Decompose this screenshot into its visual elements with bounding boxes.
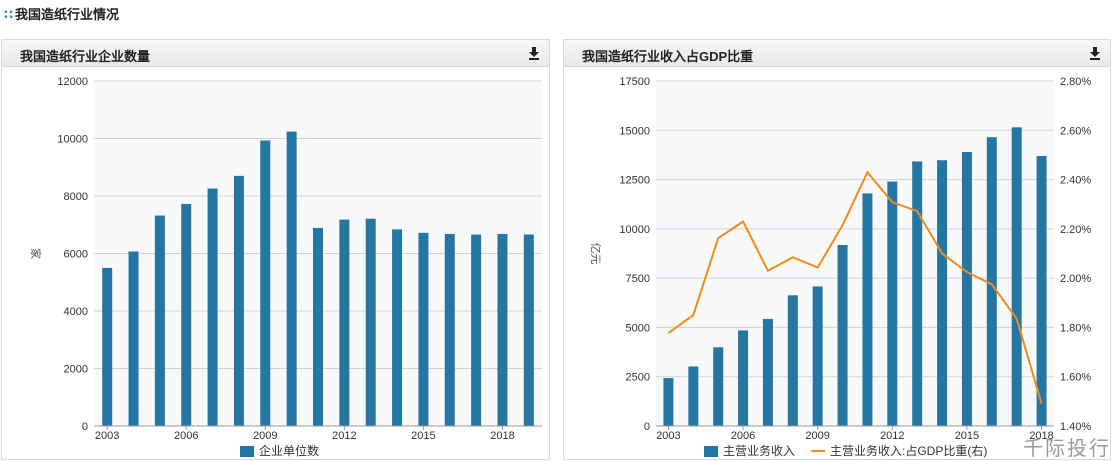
bar xyxy=(233,175,244,426)
bar xyxy=(937,160,948,426)
y-tick-label: 12000 xyxy=(57,76,88,88)
bar xyxy=(154,215,165,426)
y2-tick-label: 2.00% xyxy=(1060,273,1091,285)
panel-revenue-gdp: 我国造纸行业收入占GDP比重 0 2500 5000 7500 10000 12500 15… xyxy=(563,39,1111,460)
y-axis-label: 家 xyxy=(29,248,43,259)
x-tick-label: 2018 xyxy=(490,430,514,442)
y2-tick-label: 1.80% xyxy=(1060,322,1091,334)
legend-label: 企业单位数 xyxy=(259,443,319,458)
bar xyxy=(912,161,923,426)
x-tick-label: 2009 xyxy=(805,430,829,442)
x-tick-label: 2006 xyxy=(174,430,198,442)
x-tick-label: 2018 xyxy=(1029,430,1053,442)
bar xyxy=(444,233,455,426)
y2-tick-label: 1.40% xyxy=(1060,421,1091,433)
bar xyxy=(286,131,297,426)
bar xyxy=(102,267,113,426)
bar xyxy=(418,232,429,426)
panel-header: 我国造纸行业企业数量 xyxy=(2,40,549,67)
y2-tick-label: 1.60% xyxy=(1060,372,1091,384)
y-tick-label: 7500 xyxy=(626,273,650,285)
bar xyxy=(365,218,376,426)
panel-company-count: 我国造纸行业企业数量 0 2000 4000 6000 8000 10000 12000 20… xyxy=(1,39,550,460)
x-tick-label: 2003 xyxy=(95,430,119,442)
bar xyxy=(1036,155,1047,426)
legend-swatch xyxy=(240,446,254,457)
download-icon[interactable] xyxy=(1088,46,1102,60)
bar xyxy=(862,193,873,426)
x-tick-label: 2015 xyxy=(411,430,435,442)
x-tick-label: 2015 xyxy=(955,430,979,442)
bar xyxy=(339,219,350,426)
bar xyxy=(738,330,749,426)
x-tick-label: 2012 xyxy=(332,430,356,442)
bar xyxy=(1011,127,1022,427)
bar xyxy=(523,234,534,426)
bar xyxy=(471,234,482,426)
y-tick-label: 10000 xyxy=(57,134,88,146)
x-tick-label: 2006 xyxy=(731,430,755,442)
y-tick-label: 0 xyxy=(82,421,88,433)
bar xyxy=(663,378,674,426)
section-title: ∷ 我国造纸行业情况 xyxy=(4,4,119,23)
legend-label: 主营业务收入 xyxy=(723,443,795,458)
bar xyxy=(392,229,403,426)
section-title-text: 我国造纸行业情况 xyxy=(15,7,120,22)
chart-title: 我国造纸行业收入占GDP比重 xyxy=(582,49,754,64)
bar xyxy=(313,227,323,426)
bar xyxy=(986,137,997,426)
bar xyxy=(181,204,192,426)
series-line xyxy=(667,170,1043,405)
bar xyxy=(207,188,218,426)
watermark: 千际投行 xyxy=(1023,436,1111,460)
y-tick-label: 17500 xyxy=(619,76,650,88)
y-axis-label: 亿元 xyxy=(589,243,602,265)
y2-tick-label: 2.60% xyxy=(1060,125,1091,137)
bar xyxy=(787,295,798,426)
bar xyxy=(887,181,898,426)
company-count-chart: 0 2000 4000 6000 8000 10000 12000 2003 2006 2009 2… xyxy=(29,76,542,458)
x-tick-label: 2009 xyxy=(253,430,277,442)
bar xyxy=(837,245,848,426)
y-tick-label: 4000 xyxy=(64,306,88,318)
bar xyxy=(713,347,724,426)
y-tick-label: 10000 xyxy=(619,224,650,236)
y-tick-label: 0 xyxy=(644,421,650,433)
y-tick-label: 2000 xyxy=(64,364,88,376)
y-tick-label: 15000 xyxy=(619,125,650,137)
bar xyxy=(128,251,139,426)
y-tick-label: 12500 xyxy=(619,175,650,187)
legend-label: 主营业务收入:占GDP比重(右) xyxy=(830,443,987,458)
bar xyxy=(260,140,271,426)
y2-tick-label: 2.20% xyxy=(1060,224,1091,236)
bar xyxy=(961,151,972,426)
bar xyxy=(812,286,823,426)
y-tick-label: 2500 xyxy=(626,372,650,384)
bar xyxy=(688,366,699,426)
chart-title: 我国造纸行业企业数量 xyxy=(20,49,151,64)
y-tick-label: 5000 xyxy=(626,322,650,334)
legend-swatch xyxy=(704,446,718,457)
x-tick-label: 2012 xyxy=(880,430,904,442)
download-icon[interactable] xyxy=(527,46,541,60)
bar xyxy=(762,318,773,426)
panel-header: 我国造纸行业收入占GDP比重 xyxy=(564,40,1110,67)
bar xyxy=(497,233,508,426)
revenue-gdp-chart: 0 2500 5000 7500 10000 12500 15000 17500 1.40% 1.… xyxy=(589,76,1091,458)
y-tick-label: 8000 xyxy=(64,191,88,203)
section-dots-icon: ∷ xyxy=(4,7,14,22)
y2-tick-label: 2.40% xyxy=(1060,175,1091,187)
y-tick-label: 6000 xyxy=(64,249,88,261)
x-tick-label: 2003 xyxy=(656,430,680,442)
y2-tick-label: 2.80% xyxy=(1060,76,1091,88)
